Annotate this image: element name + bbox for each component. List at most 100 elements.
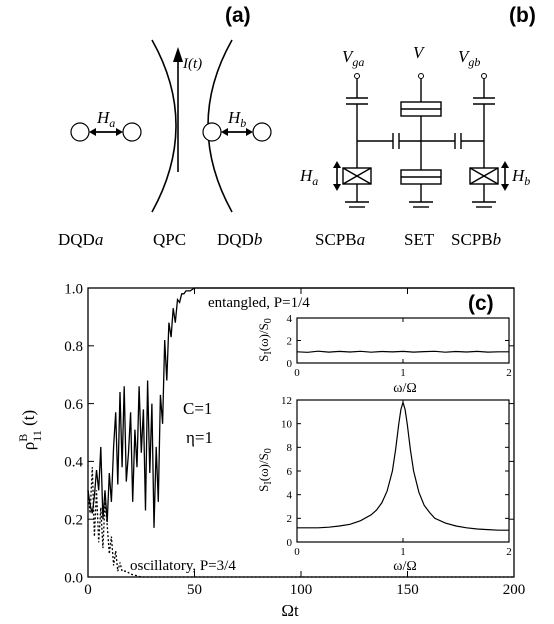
vgb-subscript: gb — [468, 55, 480, 69]
v-terminal — [418, 73, 424, 79]
set-branch — [400, 79, 442, 208]
inset-bottom-y-mid: (ω)/S — [256, 453, 271, 481]
inset-bottom-y-tick-label: 0 — [287, 537, 293, 549]
scpb-b-h-arrow — [501, 161, 509, 191]
vgb-label: Vgb — [458, 47, 480, 69]
inset-top-y-tick-label: 4 — [287, 313, 293, 325]
scpb-b-branch — [461, 79, 499, 208]
dqd-a-left-dot — [70, 122, 90, 142]
inset-bottom-y-tick-label: 12 — [281, 395, 292, 407]
ha-symbol: H — [96, 108, 111, 127]
scpb-hb-label: Hb — [511, 166, 530, 188]
main-x-tick-label: 200 — [503, 582, 526, 598]
scpb-a-branch — [342, 79, 393, 208]
scpb-a-text: SCPB — [315, 230, 357, 249]
inset-top-y-tick-label: 2 — [287, 335, 293, 347]
inset-bottom-y-tick-label: 8 — [287, 442, 293, 454]
dqd-b-arrowhead-right — [246, 128, 253, 136]
scpb-b-text: SCPB — [451, 230, 493, 249]
inset-top-y-mid: (ω)/S — [256, 323, 271, 351]
inset-top-x-tick-label: 0 — [294, 367, 300, 379]
main-y-tick-label: 0.8 — [64, 339, 83, 355]
scpb-a-suffix: a — [357, 230, 366, 249]
inset-bottom-x-tick-label: 1 — [400, 546, 406, 558]
scpb-b-suffix: b — [493, 230, 502, 249]
dqd-a-arrowhead-right — [116, 128, 123, 136]
coupling-cap-b — [421, 133, 462, 149]
inset-bottom-series-line-0 — [297, 400, 509, 531]
vgb-symbol: V — [458, 47, 471, 66]
inset-top-x-tick-label: 2 — [506, 367, 512, 379]
v-label: V — [413, 43, 426, 62]
legend-oscillatory: oscillatory, P=3/4 — [130, 558, 236, 574]
main-x-tick-label: 50 — [187, 582, 202, 598]
schematic-qpc-double-dots: (a) I(t) Ha Hb DQDa QPC DQDb — [58, 4, 272, 249]
main-y-tick-label: 0.2 — [64, 512, 83, 528]
inset-bottom-y-s: S — [256, 485, 271, 492]
main-series-line-0 — [87, 287, 514, 528]
main-y-tick-label: 0.4 — [64, 455, 83, 471]
dqd-b-suffix: b — [254, 230, 263, 249]
inset-bottom-y-label: SI(ω)/S0 — [256, 448, 274, 492]
main-series-group — [87, 287, 514, 578]
vga-subscript: ga — [352, 55, 364, 69]
inset-bottom-y-i: I — [263, 481, 274, 484]
dqd-a-suffix: a — [95, 230, 104, 249]
annotation-c: C=1 — [183, 399, 212, 418]
qpc-label: QPC — [153, 230, 186, 249]
main-x-axis-label: Ωt — [281, 601, 299, 620]
inset-top-frame — [296, 317, 510, 364]
scpb-hb-subscript: b — [524, 174, 530, 188]
inset-bottom-y-zero: 0 — [263, 448, 274, 453]
legend-entangled: entangled, P=1/4 — [208, 295, 310, 311]
main-x-tick-label: 0 — [84, 582, 92, 598]
hb-symbol: H — [227, 108, 242, 127]
panel-label-b: (b) — [509, 4, 536, 27]
main-x-tick-label: 100 — [290, 582, 313, 598]
inset-top-y-i: I — [263, 351, 274, 354]
annotation-eta: η=1 — [186, 428, 213, 447]
inset-top-y-tick-label: 0 — [287, 358, 293, 370]
dqd-b-arrowhead-left — [221, 128, 228, 136]
coupling-cap-a — [392, 133, 421, 149]
ha-subscript: a — [109, 116, 115, 130]
inset-bottom-series-group — [297, 400, 509, 531]
inset-top-series-group — [296, 350, 509, 353]
dqd-b-text: DQD — [217, 230, 254, 249]
main-x-tick-label: 150 — [396, 582, 419, 598]
dqd-a-label: DQDa — [58, 230, 103, 249]
set-label: SET — [404, 230, 435, 249]
inset-top-series-line-0 — [296, 350, 509, 353]
current-label: I(t) — [182, 56, 202, 72]
main-y-tick-label: 1.0 — [64, 281, 83, 297]
inset-bottom-y-tick-label: 10 — [281, 419, 293, 431]
schematic-scpb-set-circuit: (b) Vga V Vgb — [299, 4, 536, 249]
hb-label: Hb — [227, 108, 246, 130]
inset-top-ticks: 0 1 2 0 2 4 — [287, 313, 512, 379]
ha-label: Ha — [96, 108, 115, 130]
main-y-symbol: ρ — [19, 442, 38, 450]
dqd-b-right-dot — [252, 122, 272, 142]
inset-bottom-frame — [296, 399, 510, 543]
inset-bottom-x-label: ω/Ω — [393, 559, 417, 574]
inset-top-y-zero: 0 — [263, 318, 274, 323]
inset-top-y-label: SI(ω)/S0 — [256, 318, 274, 362]
scpb-ha-symbol: H — [299, 166, 314, 185]
dqd-a-right-dot — [122, 122, 142, 142]
panel-label-a: (a) — [225, 4, 251, 27]
scpb-hb-symbol: H — [511, 166, 526, 185]
inset-bottom-x-tick-label: 0 — [294, 546, 300, 558]
scpb-ha-subscript: a — [312, 174, 318, 188]
vgb-terminal — [481, 73, 487, 79]
hb-subscript: b — [240, 116, 246, 130]
inset-top-y-s: S — [256, 355, 271, 362]
vga-terminal — [354, 73, 360, 79]
main-y-arg: (t) — [19, 410, 38, 430]
scpb-ha-label: Ha — [299, 166, 318, 188]
